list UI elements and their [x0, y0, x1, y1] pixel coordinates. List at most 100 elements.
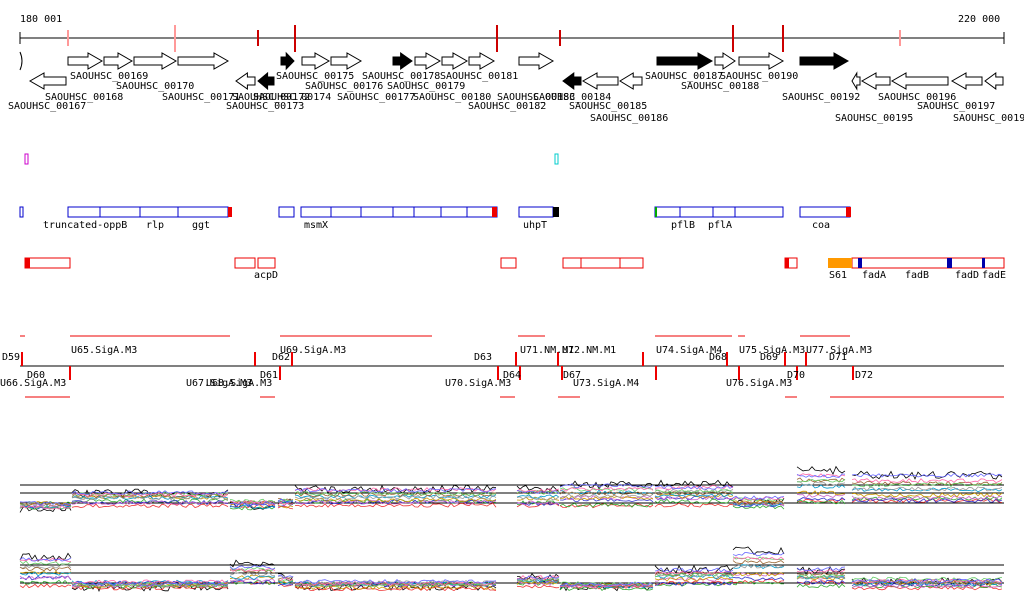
- expression-trace: [294, 491, 497, 496]
- gene-arrow: [235, 72, 256, 90]
- expression-trace: [851, 498, 1003, 503]
- gene-label: SAOUHSC_00196: [878, 92, 956, 103]
- gene-arrow: [984, 72, 1004, 90]
- operon-box: [330, 206, 362, 218]
- promoter-label: U76.SigA.M3: [726, 378, 792, 389]
- gene-arrow: [562, 72, 582, 90]
- expression-trace: [796, 498, 846, 504]
- feature-box: [580, 257, 621, 269]
- marker: [554, 153, 559, 165]
- expression-trace: [851, 579, 1003, 585]
- expression-trace: [732, 556, 785, 561]
- feature-box: [828, 258, 852, 268]
- feature-mark: [982, 258, 985, 268]
- expression-trace: [294, 487, 497, 493]
- feature-label: acpD: [254, 270, 278, 281]
- expression-trace: [294, 497, 497, 503]
- expression-trace: [851, 478, 1003, 484]
- operon-label: pflA: [708, 220, 732, 231]
- gene-arrow: [619, 72, 643, 90]
- feature-label: S61: [829, 270, 847, 281]
- expression-trace: [71, 503, 229, 509]
- operon-box: [67, 206, 101, 218]
- expression-trace: [796, 473, 846, 479]
- gene-label: SAOUHSC_00168: [45, 92, 123, 103]
- gene-arrow: [280, 51, 295, 71]
- expression-trace: [796, 583, 846, 589]
- expression-trace: [851, 498, 1003, 503]
- operon-box: [392, 206, 415, 218]
- expression-trace: [19, 575, 72, 580]
- expression-trace: [277, 581, 294, 585]
- gene-label: SAOUHSC_00176: [305, 81, 383, 92]
- feature-label: fadA: [862, 270, 886, 281]
- expression-trace: [19, 571, 72, 575]
- operon-box: [413, 206, 442, 218]
- expression-trace: [277, 577, 294, 582]
- expression-trace: [851, 486, 1003, 492]
- expression-trace: [516, 485, 560, 494]
- expression-trace: [516, 575, 560, 580]
- expression-trace: [516, 488, 560, 493]
- expression-trace: [654, 564, 734, 574]
- expression-trace: [516, 575, 560, 581]
- expression-trace: [19, 583, 72, 589]
- gene-label: SAOUHSC_00182: [468, 101, 546, 112]
- expression-trace: [654, 581, 734, 587]
- expression-trace: [294, 494, 497, 500]
- expression-trace: [796, 478, 846, 483]
- expression-trace: [851, 482, 1003, 488]
- promoter-label: D61: [260, 370, 278, 381]
- gene-arrow: [518, 52, 555, 70]
- gene-arrow: [133, 52, 178, 70]
- operon-end: [228, 207, 232, 217]
- expression-trace: [559, 487, 654, 492]
- expression-trace: [559, 491, 654, 496]
- operon-box: [799, 206, 851, 218]
- expression-trace: [559, 581, 654, 586]
- gene-arrow: [67, 52, 104, 70]
- expression-trace: [71, 490, 229, 496]
- gene-arrow: [330, 52, 363, 70]
- expression-trace: [654, 493, 734, 498]
- gene-label: SAOUHSC_00167: [8, 101, 86, 112]
- operon-box: [654, 206, 681, 218]
- gene-arrow: [257, 71, 275, 91]
- expression-trace: [229, 565, 276, 570]
- promoter-label: U65.SigA.M3: [71, 345, 137, 356]
- expression-trace: [277, 583, 294, 586]
- gene-arrow: [799, 52, 850, 70]
- expression-trace: [654, 570, 734, 576]
- expression-trace: [796, 497, 846, 502]
- expression-trace: [796, 493, 846, 499]
- gene-label: SAOUHSC_00192: [782, 92, 860, 103]
- expression-trace: [294, 487, 497, 493]
- feature-mark: [858, 258, 862, 268]
- gene-label: SAOUHSC_00169: [70, 71, 148, 82]
- expression-trace: [229, 575, 276, 581]
- operon-end: [655, 207, 657, 217]
- expression-trace: [516, 494, 560, 499]
- expression-trace: [851, 480, 1003, 486]
- expression-trace: [294, 586, 497, 592]
- operon-end: [492, 207, 497, 217]
- expression-trace: [229, 501, 276, 506]
- expression-trace: [654, 572, 734, 578]
- expression-trace: [796, 566, 846, 572]
- promoter-label: U72.NM.M1: [562, 345, 616, 356]
- expression-trace: [732, 495, 785, 501]
- expression-trace: [654, 489, 734, 494]
- expression-trace: [19, 557, 72, 562]
- feature-mark: [947, 258, 952, 268]
- expression-trace: [796, 490, 846, 496]
- expression-trace: [294, 499, 497, 505]
- expression-trace: [559, 495, 654, 501]
- operon-box: [712, 206, 736, 218]
- gene-arrow: [950, 72, 983, 90]
- expression-trace: [229, 559, 276, 568]
- expression-trace: [654, 495, 734, 501]
- expression-trace: [732, 502, 785, 507]
- promoter-label: D64: [503, 370, 521, 381]
- expression-trace: [229, 580, 276, 585]
- expression-trace: [19, 566, 72, 572]
